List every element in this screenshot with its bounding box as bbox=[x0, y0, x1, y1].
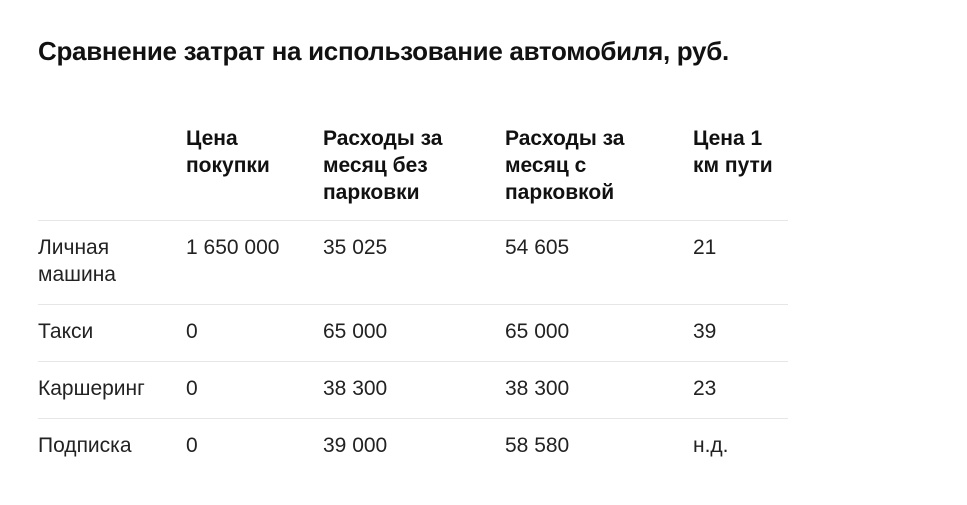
cell-monthly-with-parking: 38 300 bbox=[505, 361, 693, 419]
row-label: Каршеринг bbox=[38, 361, 186, 419]
cell-price-per-km: н.д. bbox=[693, 418, 788, 475]
cell-monthly-no-parking: 35 025 bbox=[323, 220, 505, 305]
cell-monthly-no-parking: 38 300 bbox=[323, 361, 505, 419]
row-label: Такси bbox=[38, 304, 186, 362]
row-label: Личная машина bbox=[38, 220, 186, 305]
cell-monthly-with-parking: 65 000 bbox=[505, 304, 693, 362]
header-monthly-with-parking: Расходы за месяц с парковкой bbox=[505, 127, 625, 204]
table-header-row: Цена покупки Расходы за месяц без парков… bbox=[38, 125, 788, 221]
table-row: Личная машина 1 650 000 35 025 54 605 21 bbox=[38, 220, 788, 305]
cell-purchase-price: 0 bbox=[186, 361, 323, 419]
cell-monthly-with-parking: 54 605 bbox=[505, 220, 693, 305]
cell-monthly-with-parking: 58 580 bbox=[505, 418, 693, 475]
cell-monthly-no-parking: 39 000 bbox=[323, 418, 505, 475]
table-row: Подписка 0 39 000 58 580 н.д. bbox=[38, 418, 788, 475]
header-empty bbox=[38, 125, 186, 221]
header-price-per-km: Цена 1 км пути bbox=[693, 127, 773, 177]
cell-price-per-km: 39 bbox=[693, 304, 788, 362]
table-row: Каршеринг 0 38 300 38 300 23 bbox=[38, 361, 788, 419]
page-title: Сравнение затрат на использование автомо… bbox=[38, 36, 729, 66]
cell-monthly-no-parking: 65 000 bbox=[323, 304, 505, 362]
cell-price-per-km: 23 bbox=[693, 361, 788, 419]
cell-purchase-price: 0 bbox=[186, 304, 323, 362]
cell-purchase-price: 0 bbox=[186, 418, 323, 475]
cell-purchase-price: 1 650 000 bbox=[186, 220, 323, 305]
cell-price-per-km: 21 bbox=[693, 220, 788, 305]
cost-comparison-table: Цена покупки Расходы за месяц без парков… bbox=[38, 125, 788, 475]
header-purchase-price: Цена покупки bbox=[186, 127, 270, 177]
header-monthly-no-parking: Расходы за месяц без парковки bbox=[323, 127, 443, 204]
table-row: Такси 0 65 000 65 000 39 bbox=[38, 304, 788, 362]
row-label: Подписка bbox=[38, 418, 186, 475]
